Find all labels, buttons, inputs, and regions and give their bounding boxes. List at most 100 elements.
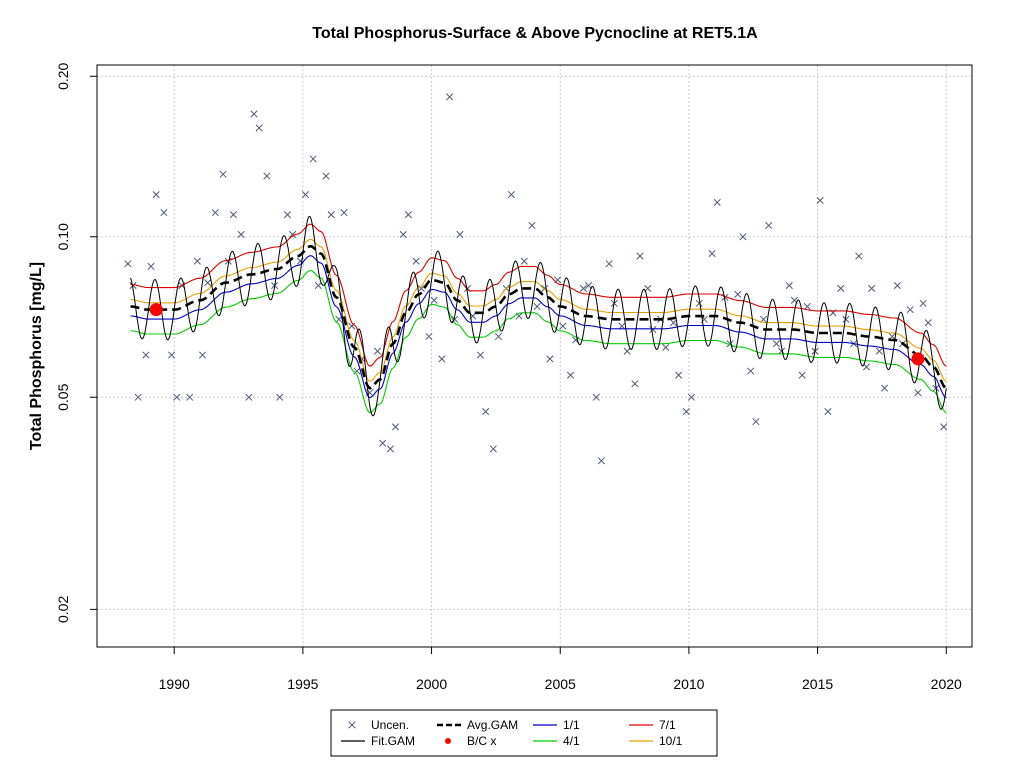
plot-frame — [96, 64, 973, 648]
uncensored-point — [914, 389, 922, 397]
uncensored-point — [142, 351, 150, 359]
uncensored-point — [546, 355, 554, 363]
uncensored-point — [906, 306, 914, 314]
uncensored-point — [489, 445, 497, 453]
uncensored-point — [193, 257, 201, 265]
uncensored-point — [875, 347, 883, 355]
uncensored-point — [605, 260, 613, 268]
uncensored-point — [520, 257, 528, 265]
uncensored-point — [772, 340, 780, 348]
uncensored-point — [739, 233, 747, 241]
uncensored-point — [662, 343, 670, 351]
uncensored-point — [785, 281, 793, 290]
uncensored-point — [597, 457, 605, 465]
band-line-10-1 — [130, 238, 947, 382]
uncensored-point — [219, 170, 227, 178]
legend-label: Fit.GAM — [371, 734, 415, 748]
uncensored-point — [340, 209, 348, 217]
uncensored-point — [631, 380, 639, 388]
uncensored-point — [695, 299, 703, 307]
y-tick-label: 0.20 — [55, 62, 71, 89]
uncensored-point — [924, 319, 932, 327]
uncensored-point — [528, 221, 536, 230]
legend-label: 4/1 — [563, 734, 580, 748]
bc-point — [149, 303, 163, 317]
legend: Uncen. Avg.GAM 1/1 7/1 Fit.GAM B/C x 4/1 10/1 — [330, 709, 718, 757]
uncensored-point — [579, 284, 587, 292]
uncensored-point — [687, 393, 696, 401]
uncensored-point — [412, 257, 420, 265]
uncensored-point — [446, 93, 454, 101]
legend-label: B/C x — [467, 734, 496, 748]
uncensored-point — [451, 315, 459, 323]
uncensored-point — [229, 211, 237, 219]
uncensored-point — [765, 221, 773, 230]
x-tick-label: 1995 — [287, 676, 318, 692]
uncensored-point — [837, 284, 845, 292]
uncensored-point — [494, 332, 503, 341]
uncensored-point — [430, 296, 438, 304]
uncensored-point — [778, 347, 786, 355]
uncensored-point — [893, 281, 901, 290]
legend-label: 10/1 — [659, 734, 683, 748]
uncensored-point — [734, 290, 742, 298]
band-line-4-1 — [130, 270, 947, 414]
band-line-1-1 — [130, 255, 947, 399]
uncensored-point — [399, 230, 407, 239]
uncensored-point — [250, 110, 258, 118]
uncensored-point — [649, 325, 657, 334]
uncensored-point — [919, 299, 927, 307]
uncensored-point — [124, 260, 132, 268]
uncensored-point — [507, 191, 515, 199]
uncensored-point — [798, 371, 806, 379]
uncensored-point — [391, 423, 400, 431]
x-tick-label: 1990 — [159, 676, 190, 692]
uncensored-point — [675, 371, 683, 379]
uncensored-point — [301, 191, 310, 199]
axes: 1990 1995 2000 2005 2010 2015 2020 0.02 0.05 0.10… — [55, 62, 962, 692]
uncensored-point — [425, 332, 433, 341]
uncensored-point — [940, 423, 948, 431]
uncensored-point — [868, 284, 876, 292]
x-tick-label: 2020 — [931, 676, 962, 692]
legend-label: 1/1 — [563, 718, 580, 732]
uncensored-point — [168, 351, 176, 359]
uncensored-point — [566, 371, 575, 379]
uncensored-point — [198, 351, 207, 359]
x-tick-label: 2000 — [416, 676, 447, 692]
uncensored-point — [237, 230, 245, 239]
uncensored-point — [255, 124, 263, 132]
y-tick-label: 0.05 — [55, 383, 71, 410]
uncensored-point — [682, 408, 690, 416]
uncensored-point — [636, 252, 644, 260]
uncensored-point — [322, 172, 330, 180]
uncensored-point — [283, 211, 291, 219]
uncensored-point — [160, 209, 168, 217]
uncensored-point — [842, 315, 850, 323]
uncensored-point — [417, 284, 425, 292]
x-tick-label: 2015 — [802, 676, 833, 692]
uncensored-point — [204, 279, 212, 287]
uncensored-point — [147, 262, 155, 270]
x-tick-label: 2005 — [545, 676, 576, 692]
uncensored-point — [708, 250, 716, 258]
legend-symbol-bc — [445, 738, 451, 744]
uncensored-point — [211, 209, 219, 217]
uncensored-point — [880, 384, 889, 392]
uncensored-point — [348, 322, 356, 330]
uncensored-point — [129, 281, 137, 290]
uncensored-point — [824, 408, 832, 416]
grid-lines — [97, 65, 972, 647]
uncensored-point — [623, 347, 631, 355]
uncensored-point — [533, 302, 541, 311]
bc-point — [911, 352, 925, 366]
uncensored-point — [482, 408, 490, 416]
uncensored-point — [134, 393, 142, 401]
uncensored-point — [752, 418, 760, 426]
uncensored-point — [559, 322, 567, 330]
chart-title: Total Phosphorus-Surface & Above Pycnocl… — [312, 25, 758, 42]
uncensored-point — [713, 198, 721, 206]
uncensored-point — [386, 445, 394, 453]
